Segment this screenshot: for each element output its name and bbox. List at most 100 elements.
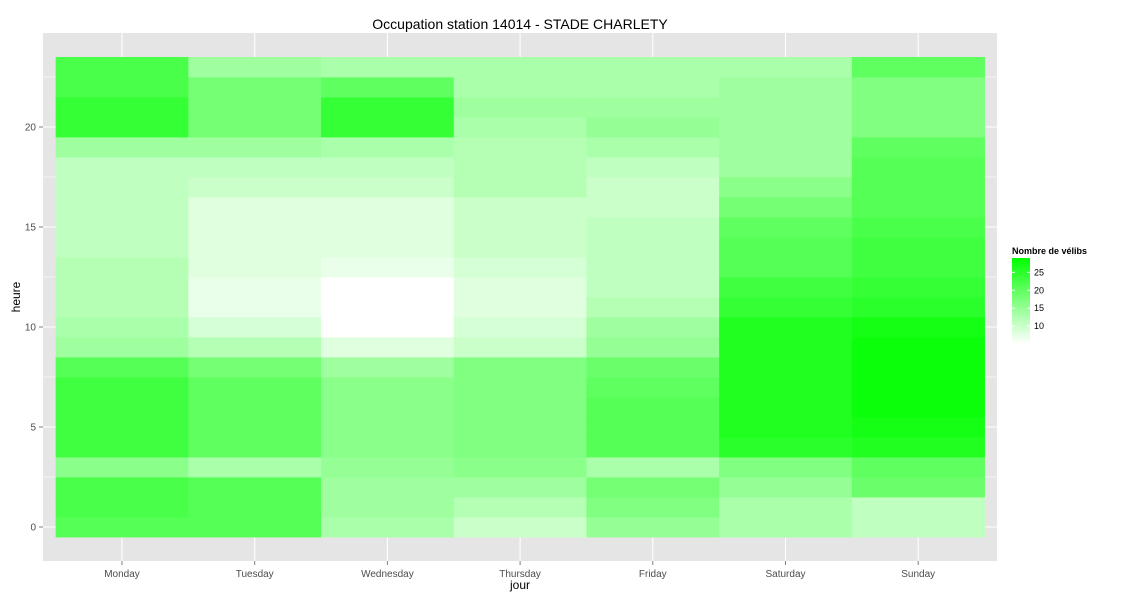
- heatmap-tile: [321, 277, 455, 298]
- heatmap-tile: [586, 197, 720, 218]
- heatmap-tile: [453, 157, 587, 178]
- heatmap-tile: [851, 397, 985, 418]
- heatmap-tile: [586, 77, 720, 98]
- heatmap-tile: [55, 477, 189, 498]
- heatmap-tile: [321, 197, 455, 218]
- heatmap-tile: [851, 177, 985, 198]
- heatmap-tile: [453, 77, 587, 98]
- heatmap-tile: [321, 177, 455, 198]
- heatmap-tile: [586, 337, 720, 358]
- heatmap-tile: [321, 417, 455, 438]
- heatmap-tile: [55, 197, 189, 218]
- heatmap-tile: [188, 497, 322, 518]
- x-tick-label: Monday: [104, 569, 140, 580]
- legend-title: Nombre de vélibs: [1012, 246, 1087, 256]
- heatmap-tile: [719, 217, 853, 238]
- heatmap-tile: [719, 317, 853, 338]
- heatmap-tile: [188, 477, 322, 498]
- legend-label: 15: [1034, 303, 1044, 313]
- heatmap-tile: [851, 437, 985, 458]
- heatmap-tile: [453, 97, 587, 118]
- heatmap-tile: [453, 337, 587, 358]
- heatmap-tile: [55, 357, 189, 378]
- heatmap-tile: [188, 277, 322, 298]
- x-tick-label: Wednesday: [361, 569, 414, 580]
- heatmap-tile: [851, 377, 985, 398]
- x-axis-title: jour: [509, 578, 530, 592]
- x-tick-label: Thursday: [499, 569, 541, 580]
- heatmap-tile: [586, 417, 720, 438]
- heatmap-tile: [851, 497, 985, 518]
- heatmap-tile: [719, 357, 853, 378]
- heatmap-tile: [586, 277, 720, 298]
- heatmap-tile: [719, 377, 853, 398]
- heatmap-tile: [719, 257, 853, 278]
- x-tick-label: Saturday: [765, 569, 805, 580]
- heatmap-tile: [188, 397, 322, 418]
- heatmap-tile: [719, 97, 853, 118]
- heatmap-tile: [321, 377, 455, 398]
- heatmap-tile: [188, 137, 322, 158]
- heatmap-tile: [321, 57, 455, 78]
- heatmap-tile: [453, 257, 587, 278]
- heatmap-tile: [719, 397, 853, 418]
- heatmap-tile: [55, 497, 189, 518]
- heatmap-tile: [719, 157, 853, 178]
- heatmap-tile: [719, 77, 853, 98]
- heatmap-tile: [453, 397, 587, 418]
- legend-label: 20: [1034, 285, 1044, 295]
- heatmap-tile: [851, 197, 985, 218]
- y-tick-label: 15: [25, 223, 37, 234]
- heatmap-tile: [188, 517, 322, 538]
- heatmap-tile: [321, 317, 455, 338]
- heatmap-tile: [586, 477, 720, 498]
- x-axis: Monday Tuesday Wednesday Thursday Friday Satu…: [104, 561, 935, 580]
- heatmap-tile: [55, 377, 189, 398]
- heatmap-tile: [453, 137, 587, 158]
- heatmap-tile: [55, 137, 189, 158]
- heatmap-tile: [851, 457, 985, 478]
- heatmap-tile: [321, 217, 455, 238]
- heatmap-tile: [719, 417, 853, 438]
- heatmap-tile: [188, 417, 322, 438]
- heatmap-tile: [851, 97, 985, 118]
- heatmap-tile: [321, 437, 455, 458]
- heatmap-tile: [851, 117, 985, 138]
- heatmap-tile: [188, 337, 322, 358]
- heatmap-tile: [453, 497, 587, 518]
- heatmap-tile: [851, 317, 985, 338]
- heatmap-tile: [586, 437, 720, 458]
- heatmap-tile: [188, 297, 322, 318]
- heatmap-tile: [719, 297, 853, 318]
- heatmap-tile: [719, 117, 853, 138]
- y-axis-title: heure: [9, 281, 23, 312]
- heatmap-tile: [719, 457, 853, 478]
- heatmap-tile: [321, 457, 455, 478]
- heatmap-tile: [453, 197, 587, 218]
- heatmap-tile: [55, 117, 189, 138]
- heatmap-tile: [453, 317, 587, 338]
- heatmap-tile: [586, 357, 720, 378]
- heatmap-tile: [586, 177, 720, 198]
- heatmap-tile: [188, 117, 322, 138]
- heatmap-tiles: [55, 57, 985, 538]
- heatmap-tile: [586, 457, 720, 478]
- heatmap-tile: [188, 157, 322, 178]
- heatmap-tile: [453, 417, 587, 438]
- heatmap-tile: [586, 317, 720, 338]
- heatmap-tile: [321, 77, 455, 98]
- heatmap-tile: [586, 237, 720, 258]
- heatmap-tile: [321, 97, 455, 118]
- y-tick-label: 10: [25, 323, 37, 334]
- heatmap-tile: [188, 257, 322, 278]
- heatmap-tile: [586, 497, 720, 518]
- heatmap-tile: [586, 97, 720, 118]
- heatmap-tile: [55, 277, 189, 298]
- heatmap-tile: [55, 157, 189, 178]
- heatmap-tile: [719, 57, 853, 78]
- heatmap-tile: [851, 237, 985, 258]
- heatmap-tile: [188, 237, 322, 258]
- heatmap-tile: [188, 377, 322, 398]
- x-tick-label: Friday: [639, 569, 667, 580]
- legend: Nombre de vélibs 10 15 20 25: [1012, 246, 1087, 344]
